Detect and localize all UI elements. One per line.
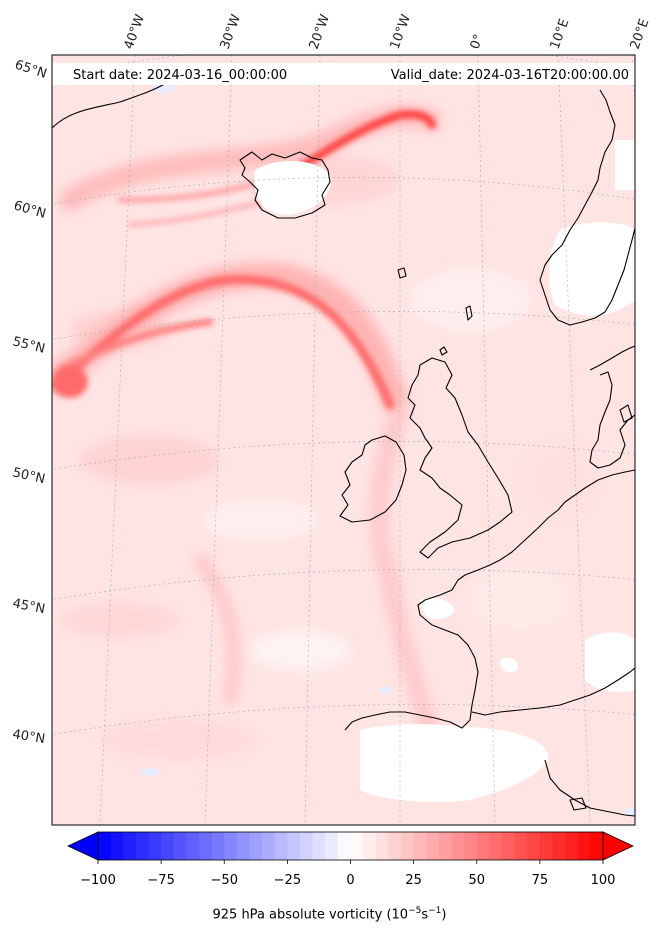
colorbar-step bbox=[577, 832, 591, 860]
colorbar-step bbox=[312, 832, 326, 860]
valid-date-label: Valid_date: 2024-03-16T20:00:00.00 bbox=[391, 68, 629, 83]
vorticity-filaments-sharp bbox=[52, 110, 436, 410]
colorbar-ticks: −100 −75 −50 −25 0 25 50 75 100 bbox=[80, 860, 615, 888]
colorbar-step bbox=[413, 832, 427, 860]
colorbar-step bbox=[363, 832, 377, 860]
colorbar-step bbox=[514, 832, 528, 860]
lat-label-40n: 40°N bbox=[11, 727, 46, 747]
colorbar-step bbox=[173, 832, 187, 860]
colorbar-step bbox=[148, 832, 162, 860]
lon-label-20e: 20°E bbox=[628, 17, 653, 52]
iceland-coast bbox=[239, 151, 331, 219]
mediterranean-coast bbox=[544, 759, 635, 817]
colorbar-steps bbox=[98, 832, 604, 860]
lon-label-10e: 10°E bbox=[548, 17, 573, 52]
ireland-coast bbox=[339, 435, 407, 523]
colorbar-tick-label: 0 bbox=[346, 873, 354, 888]
baltic-islands bbox=[619, 404, 633, 423]
scandinavia-coast bbox=[539, 89, 635, 326]
colorbar-step bbox=[186, 832, 200, 860]
colorbar-step bbox=[552, 832, 566, 860]
colorbar-step bbox=[590, 832, 604, 860]
colorbar-step bbox=[476, 832, 490, 860]
colorbar-tick-label: 75 bbox=[532, 873, 549, 888]
low-vorticity-areas bbox=[254, 140, 635, 802]
lon-label-40w: 40°W bbox=[122, 12, 148, 51]
map-frame bbox=[51, 54, 636, 826]
colorbar-tick-label: −25 bbox=[274, 873, 301, 888]
colorbar-step bbox=[98, 832, 112, 860]
colorbar-under-arrow bbox=[67, 831, 99, 861]
faroe-islands bbox=[397, 267, 407, 279]
greenland-coast bbox=[52, 81, 169, 129]
great-britain-coast bbox=[407, 357, 513, 559]
colorbar-step bbox=[438, 832, 452, 860]
colorbar-step bbox=[325, 832, 339, 860]
lon-label-30w: 30°W bbox=[218, 12, 244, 51]
shetland bbox=[465, 305, 473, 321]
scandinavia-south-coast bbox=[589, 345, 635, 371]
lon-label-20w: 20°W bbox=[307, 12, 333, 51]
colorbar-step bbox=[502, 832, 516, 860]
colorbar-step bbox=[337, 832, 351, 860]
colorbar-step bbox=[224, 832, 238, 860]
colorbar-step bbox=[287, 832, 301, 860]
lat-label-45n: 45°N bbox=[11, 596, 46, 617]
colorbar-tick-label: −100 bbox=[80, 873, 116, 888]
colorbar-step bbox=[350, 832, 364, 860]
colorbar-over-arrow bbox=[602, 831, 634, 861]
denmark-coast bbox=[589, 371, 635, 469]
lat-label-50n: 50°N bbox=[11, 465, 46, 487]
colorbar-tick-label: 100 bbox=[591, 873, 616, 888]
continental-coast bbox=[344, 469, 635, 731]
negative-vorticity-specks bbox=[141, 83, 635, 816]
map-panel bbox=[52, 55, 635, 825]
lon-label-10w: 10°W bbox=[388, 12, 414, 51]
colorbar-step bbox=[489, 832, 503, 860]
colorbar-label: 925 hPa absolute vorticity (10−5s−1) bbox=[212, 906, 447, 923]
sicily-island bbox=[569, 797, 587, 811]
colorbar-step bbox=[161, 832, 175, 860]
colorbar-step bbox=[451, 832, 465, 860]
lat-label-60n: 60°N bbox=[12, 198, 48, 221]
colorbar-step bbox=[262, 832, 276, 860]
colorbar-step bbox=[388, 832, 402, 860]
colorbar-step bbox=[300, 832, 314, 860]
colorbar-step bbox=[375, 832, 389, 860]
colorbar-step bbox=[135, 832, 149, 860]
colorbar-step bbox=[401, 832, 415, 860]
colorbar-step bbox=[123, 832, 137, 860]
colorbar-step bbox=[539, 832, 553, 860]
colorbar-tick-label: 25 bbox=[405, 873, 422, 888]
header-band bbox=[52, 63, 635, 85]
lat-label-55n: 55°N bbox=[11, 334, 46, 356]
colorbar-step bbox=[565, 832, 579, 860]
coastlines bbox=[52, 81, 635, 817]
iberia-east-coast bbox=[471, 667, 635, 716]
start-date-label: Start date: 2024-03-16_00:00:00 bbox=[73, 68, 287, 83]
lon-label-0: 0° bbox=[468, 32, 487, 51]
graticule bbox=[52, 55, 635, 825]
colorbar-step bbox=[527, 832, 541, 860]
colorbar-step bbox=[211, 832, 225, 860]
colorbar-step bbox=[274, 832, 288, 860]
orkney bbox=[439, 346, 448, 356]
colorbar-step bbox=[199, 832, 213, 860]
colorbar: −100 −75 −50 −25 0 25 50 75 100 bbox=[67, 831, 634, 888]
colorbar-step bbox=[426, 832, 440, 860]
colorbar-step bbox=[464, 832, 478, 860]
lat-label-65n: 65°N bbox=[13, 58, 49, 82]
colorbar-tick-label: −75 bbox=[147, 873, 174, 888]
colorbar-step bbox=[249, 832, 263, 860]
colorbar-tick-label: −50 bbox=[211, 873, 238, 888]
colorbar-step bbox=[110, 832, 124, 860]
colorbar-tick-label: 50 bbox=[468, 873, 485, 888]
colorbar-step bbox=[236, 832, 250, 860]
